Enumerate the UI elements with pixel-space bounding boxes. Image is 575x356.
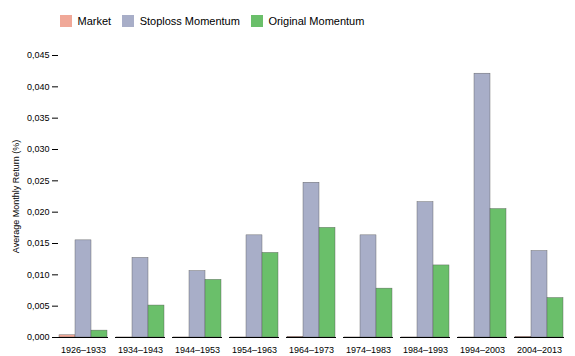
svg-text:0,000: 0,000 (27, 332, 50, 342)
svg-text:0,030: 0,030 (27, 144, 50, 154)
svg-text:Average Monthly Return (%): Average Monthly Return (%) (11, 139, 21, 252)
svg-text:0,025: 0,025 (27, 175, 50, 185)
html-text:Stoploss Momentum: Stoploss Momentum (139, 14, 240, 27)
svg-text:1994–2003: 1994–2003 (460, 344, 505, 354)
svg-text:0,020: 0,020 (27, 207, 50, 217)
html-text:Market: Market (77, 14, 112, 27)
svg-text:1934–1943: 1934–1943 (118, 344, 163, 354)
svg-text:1964–1973: 1964–1973 (289, 344, 334, 354)
svg-text:2004–2013: 2004–2013 (517, 344, 562, 354)
svg-text:1944–1953: 1944–1953 (175, 344, 220, 354)
svg-text:1926–1933: 1926–1933 (61, 344, 106, 354)
svg-text:0,015: 0,015 (27, 238, 50, 248)
svg-text:0,045: 0,045 (27, 50, 50, 60)
svg-text:1954–1963: 1954–1963 (232, 344, 277, 354)
svg-text:1984–1993: 1984–1993 (403, 344, 448, 354)
svg-text:0,035: 0,035 (27, 113, 50, 123)
svg-text:0,010: 0,010 (27, 269, 50, 279)
svg-text:0,005: 0,005 (27, 301, 50, 311)
html-text:Original Momentum: Original Momentum (268, 14, 365, 27)
svg-text:1974–1983: 1974–1983 (346, 344, 391, 354)
svg-text:0,040: 0,040 (27, 81, 50, 91)
